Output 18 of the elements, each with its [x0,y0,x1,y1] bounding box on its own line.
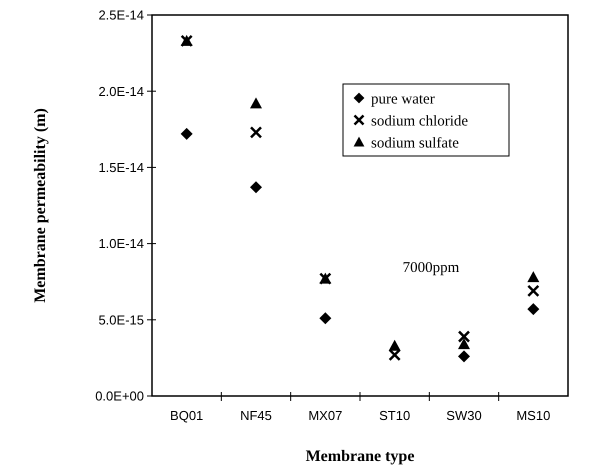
x-tick-label: MS10 [516,408,550,423]
x-axis-title: Membrane type [306,448,414,465]
y-tick-label: 1.0E-14 [98,236,144,252]
y-tick-label: 5.0E-15 [98,312,144,328]
x-tick-label: MX07 [308,408,342,423]
y-axis-title: Membrane permeability (m) [32,108,49,303]
legend-label: sodium chloride [371,113,468,130]
y-tick-label: 2.0E-14 [98,84,144,99]
x-tick-label: SW30 [446,408,482,423]
annotation: 7000ppm [402,260,460,276]
legend-label: pure water [371,91,435,108]
y-tick-label: 1.5E-14 [98,160,144,175]
y-tick-label: 0.0E+00 [95,388,144,404]
x-tick-label: BQ01 [170,408,204,423]
legend-label: sodium sulfate [371,135,460,152]
y-tick-label: 2.5E-14 [98,8,144,23]
x-tick-label: ST10 [379,408,410,423]
x-tick-label: NF45 [240,408,272,423]
